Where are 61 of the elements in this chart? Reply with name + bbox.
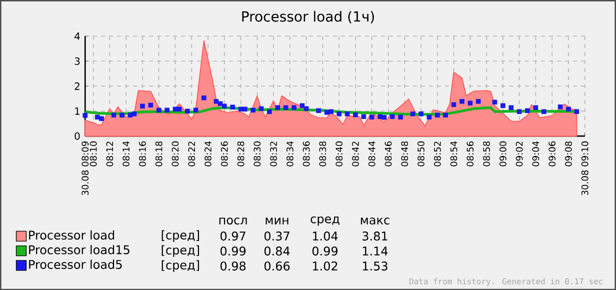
x-tick-label: 08:16 [139,141,146,166]
x-tick-label: 08:30 [254,141,261,166]
legend-label: Processor load5 [29,260,122,269]
text: 0.97 [220,231,246,240]
x-tick-label: 08:42 [352,142,359,166]
text: 0.99 [220,246,246,256]
x-tick-label: 08:10 [90,141,97,166]
x-tick-label: 09:04 [532,141,540,166]
x-tick-label: 09:06 [548,141,556,166]
x-tick-label: 08:18 [155,141,162,166]
text: [сред] [162,260,200,272]
text: макс [360,217,390,224]
text: 0.99 [312,246,338,256]
x-tick-label: 08:38 [319,141,326,166]
x-tick-label: 08:22 [188,142,196,166]
x-tick-label: 08:52 [434,142,441,166]
x-tick-label: 08:34 [286,141,294,166]
text: Data from history. Generated in 0.17 sec [410,278,602,286]
x-tick-label: 08:14 [122,141,130,166]
x-tick-label: 08:32 [270,142,277,166]
text: 1.14 [362,246,388,256]
x-tick-label: 08:54 [450,141,458,166]
x-tick-label: 08:50 [418,141,424,166]
y-tick-label: 1 [75,107,80,115]
x-tick-label: 08:46 [384,141,392,166]
text: 0.98 [220,261,246,270]
x-tick-label: 09:02 [516,142,523,166]
legend-label: Processor load [29,230,114,240]
text: 3.81 [362,231,388,240]
text: 1.02 [312,261,338,270]
text: 0.66 [264,261,290,270]
y-tick-label: 4 [74,32,80,40]
text: 0.84 [264,246,290,256]
x-tick-label: 09:00 [499,141,506,166]
text: сред [310,216,340,226]
text: мин [266,218,288,224]
x-tick-label: 09:08 [565,141,572,166]
text: 0.37 [264,231,290,240]
text: [сред] [162,230,200,242]
x-tick-label: 08:20 [172,141,179,166]
x-tick-label: 08:40 [336,141,343,166]
text: 1.53 [362,261,388,270]
x-tick-label: 08:12 [106,142,114,166]
x-tick-label: 08:26 [220,141,228,166]
y-tick-label: 0 [74,132,80,140]
chart-title: Processor load (1ч) [242,10,374,24]
text: [сред] [162,245,200,257]
x-tick-label: 08:56 [466,141,474,166]
x-tick-label: 08:36 [302,141,310,166]
y-tick-label: 2 [74,82,80,90]
text: 1.04 [312,231,338,240]
text: посл [219,217,247,224]
x-tick-label: 30.08 09:10 [581,141,588,195]
y-tick-label: 3 [74,57,80,65]
legend-label: Processor load15 [29,244,130,254]
x-tick-label: 08:28 [237,141,244,166]
x-tick-label: 08:48 [401,141,408,166]
x-tick-label: 08:24 [204,141,212,166]
x-tick-label: 30.08 08:09 [82,141,89,195]
x-tick-label: 08:58 [483,141,490,166]
x-tick-label: 08:44 [368,141,376,166]
